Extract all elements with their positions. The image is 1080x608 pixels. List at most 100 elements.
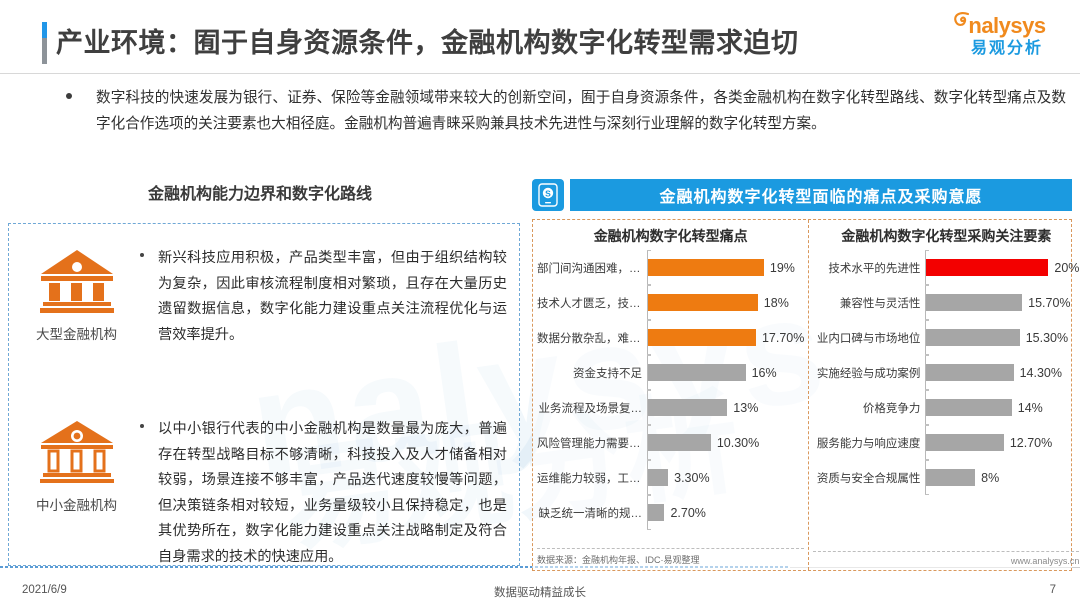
bar-row: 资质与安全合规属性 8%: [813, 460, 1079, 495]
bar-category-label: 数据分散杂乱，难以…: [537, 332, 647, 345]
axis-tick: [925, 389, 930, 390]
bar-list-right: 技术水平的先进性 20% 兼容性与灵活性 15.70% 业内口碑与市场地位 15.30% 实…: [813, 250, 1079, 495]
bar-row: 业务流程及场景复… 13%: [537, 390, 804, 425]
bar-row: 数据分散杂乱，难以… 17.70%: [537, 320, 804, 355]
chart-title-left: 金融机构数字化转型痛点: [593, 228, 748, 244]
slide-footer: 2021/6/9 数据驱动精益成长 7: [0, 580, 1080, 608]
bar-category-label: 部门间沟通困难，权…: [537, 262, 647, 275]
chart-title-right: 金融机构数字化转型采购关注要素: [841, 228, 1052, 244]
bar-row: 技术水平的先进性 20%: [813, 250, 1079, 285]
axis-tick: [647, 494, 651, 495]
axis-tick: [647, 285, 651, 286]
bar-value-label: 15.30%: [1025, 330, 1069, 345]
axis-tick: [647, 354, 651, 355]
bar-value-label: 10.30%: [716, 435, 760, 450]
svg-text:S: S: [545, 189, 551, 199]
panel-body: 金融机构数字化转型痛点 部门间沟通困难，权… 19% 技术人才匮乏，技术… 18% 数据…: [532, 219, 1080, 571]
bar: [926, 434, 1004, 451]
bar-track: 10.30%: [647, 425, 804, 460]
axis-tick: [647, 284, 651, 285]
mobile-payment-glyph: S: [538, 183, 558, 207]
panel-title: 金融机构数字化转型面临的痛点及采购意愿: [570, 179, 1072, 211]
bar-track: 15.70%: [925, 285, 1079, 320]
bar-row: 价格竞争力 14%: [813, 390, 1079, 425]
logo-cn-text: 易观分析: [970, 40, 1043, 57]
institution-label-small: 中小金融机构: [36, 498, 117, 513]
bank-outline-icon: [39, 421, 114, 483]
slide-header: 产业环境：囿于自身资源条件，金融机构数字化转型需求迫切 nalysys 易观分析: [0, 0, 1080, 74]
axis-tick: [647, 319, 651, 320]
axis-tick: [925, 355, 930, 356]
bar: [926, 399, 1012, 416]
analysys-logo: nalysys 易观分析: [948, 12, 1066, 69]
bar: [926, 469, 976, 486]
text-cell-large: 新兴科技应用积极，产品类型丰富，但由于组织结构较为复杂，因此审核流程制度相对繁琐…: [140, 238, 521, 348]
bar-track: 8%: [925, 460, 1079, 495]
bar-track: 18%: [647, 285, 804, 320]
bar-row: 业内口碑与市场地位 15.30%: [813, 320, 1079, 355]
bar-row: 资金支持不足 16%: [537, 355, 804, 390]
logo-word-text: nalysys: [968, 13, 1046, 38]
bar-value-label: 3.30%: [674, 470, 710, 485]
bar-value-label: 19%: [769, 260, 795, 275]
bar-row: 部门间沟通困难，权… 19%: [537, 250, 804, 285]
bar-row: 运维能力较弱，工具… 3.30%: [537, 460, 804, 495]
axis-tick: [647, 495, 651, 496]
axis-tick: [647, 460, 651, 461]
axis-tick: [925, 425, 930, 426]
institution-row-large: 大型金融机构 新兴科技应用积极，产品类型丰富，但由于组织结构较为复杂，因此审核流…: [9, 238, 521, 348]
bar-track: 14.30%: [925, 355, 1079, 390]
bar-row: 兼容性与灵活性 15.70%: [813, 285, 1079, 320]
bar-row: 缺乏统一清晰的规… 2.70%: [537, 495, 804, 530]
bar-value-label: 14%: [1017, 400, 1043, 415]
text-cell-small: 以中小银行代表的中小金融机构是数量最为庞大，普遍存在转型战略目标不够清晰，科技投…: [140, 409, 521, 570]
bar: [926, 364, 1014, 381]
bar: [926, 259, 1049, 276]
left-section-heading: 金融机构能力边界和数字化路线: [147, 186, 372, 203]
bullet-dot-icon: [66, 93, 72, 99]
axis-tick: [925, 424, 930, 425]
bar: [926, 329, 1020, 346]
bar-category-label: 缺乏统一清晰的规…: [538, 507, 643, 520]
axis-tick: [925, 250, 930, 251]
bar-track: 12.70%: [925, 425, 1079, 460]
bar: [648, 469, 669, 486]
bar-category-label: 资质与安全合规属性: [816, 472, 921, 485]
chart-website-note: www.analysys.cn: [813, 551, 1080, 566]
bar-value-label: 18%: [763, 295, 789, 310]
footer-date: 2021/6/9: [22, 584, 67, 596]
bar-category-label: 服务能力与响应速度: [816, 437, 921, 450]
bullet-dot-icon-small: [140, 424, 144, 428]
logo-swirl-icon: [954, 12, 970, 26]
bar-value-label: 16%: [751, 365, 777, 380]
bar-track: 19%: [647, 250, 804, 285]
bar-row: 服务能力与响应速度 12.70%: [813, 425, 1079, 460]
bar: [648, 399, 728, 416]
axis-tick: [647, 250, 651, 251]
bar-track: 15.30%: [925, 320, 1079, 355]
bar-track: 2.70%: [647, 495, 804, 530]
bar-value-label: 12.70%: [1009, 435, 1053, 450]
logo-wordmark: nalysys: [948, 12, 1066, 39]
bar-value-label: 20%: [1054, 260, 1080, 275]
axis-tick: [647, 355, 651, 356]
bullet-dot-icon-large: [140, 253, 144, 257]
chart-source-note: 数据来源：金融机构年报、IDC·易观整理: [537, 548, 805, 566]
mobile-payment-icon: S: [532, 179, 564, 211]
axis-tick: [925, 319, 930, 320]
bar-category-label: 业务流程及场景复…: [538, 402, 643, 415]
bar-category-label: 资金支持不足: [573, 367, 642, 380]
bar-value-label: 13%: [733, 400, 759, 415]
intro-paragraph: 数字科技的快速发展为银行、证券、保险等金融领域带来较大的创新空间，囿于自身资源条…: [66, 85, 1066, 137]
bar-track: 20%: [925, 250, 1079, 285]
axis-tick: [925, 460, 930, 461]
bar: [648, 329, 756, 346]
bar-category-label: 运维能力较弱，工具…: [537, 472, 647, 485]
bar-row: 技术人才匮乏，技术… 18%: [537, 285, 804, 320]
institution-label-large: 大型金融机构: [36, 327, 117, 342]
bar: [648, 434, 711, 451]
icon-cell-large: 大型金融机构: [9, 238, 144, 343]
bar-category-label: 兼容性与灵活性: [839, 297, 921, 310]
bar-value-label: 8%: [981, 470, 1000, 485]
